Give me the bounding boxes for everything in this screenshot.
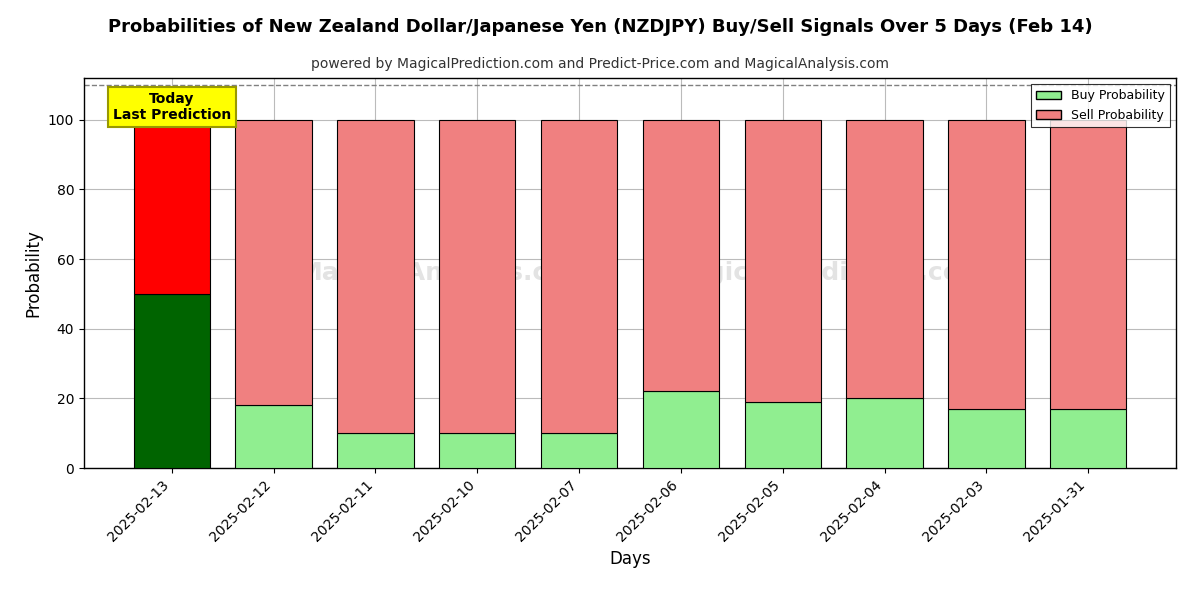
Bar bbox=[133, 120, 210, 294]
Bar bbox=[1050, 120, 1127, 409]
Bar bbox=[541, 433, 617, 468]
Text: MagicalPrediction.com: MagicalPrediction.com bbox=[666, 261, 988, 285]
X-axis label: Days: Days bbox=[610, 550, 650, 568]
Bar bbox=[235, 406, 312, 468]
Bar bbox=[846, 398, 923, 468]
Text: Today
Last Prediction: Today Last Prediction bbox=[113, 92, 230, 122]
Text: powered by MagicalPrediction.com and Predict-Price.com and MagicalAnalysis.com: powered by MagicalPrediction.com and Pre… bbox=[311, 57, 889, 71]
Text: Probabilities of New Zealand Dollar/Japanese Yen (NZDJPY) Buy/Sell Signals Over : Probabilities of New Zealand Dollar/Japa… bbox=[108, 18, 1092, 36]
Bar bbox=[235, 120, 312, 406]
Bar bbox=[948, 120, 1025, 409]
Bar bbox=[643, 120, 719, 391]
Text: MagicalAnalysis.com: MagicalAnalysis.com bbox=[298, 261, 592, 285]
Bar bbox=[948, 409, 1025, 468]
Legend: Buy Probability, Sell Probability: Buy Probability, Sell Probability bbox=[1031, 84, 1170, 127]
Bar bbox=[846, 120, 923, 398]
Bar bbox=[439, 120, 516, 433]
Bar bbox=[133, 294, 210, 468]
Bar bbox=[744, 120, 821, 402]
Bar bbox=[1050, 409, 1127, 468]
Bar bbox=[337, 433, 414, 468]
Bar bbox=[337, 120, 414, 433]
Bar bbox=[643, 391, 719, 468]
Bar bbox=[541, 120, 617, 433]
Bar bbox=[744, 402, 821, 468]
Y-axis label: Probability: Probability bbox=[24, 229, 42, 317]
Bar bbox=[439, 433, 516, 468]
